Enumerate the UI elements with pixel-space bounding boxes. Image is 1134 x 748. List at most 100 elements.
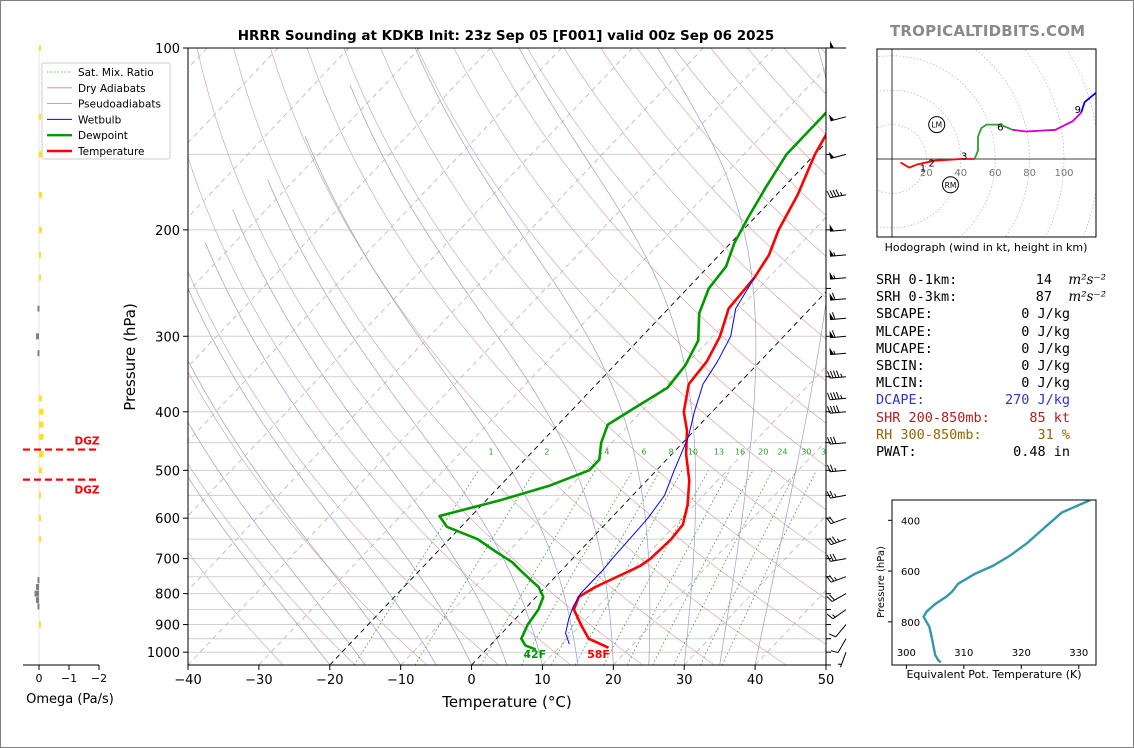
- omega-panel: Omega (Pa/s) 0 −1 −2 DGZ DGZ: [23, 45, 114, 707]
- omega-xlabel: Omega (Pa/s): [26, 692, 114, 707]
- mixing-ratio-label: 4: [604, 447, 609, 456]
- pseudoadiabat-line: [349, 84, 614, 665]
- wind-barb: [828, 624, 847, 638]
- barb-staff: [830, 576, 847, 583]
- skewt-panel: 1 2 4 6 8 10 13 16 20 24 30 36 −40 −30 −20 −10 0 10 20 30 4…: [121, 41, 847, 711]
- mixing-ratio-line: [721, 470, 817, 665]
- barb-half: [833, 275, 836, 279]
- wind-barb: [826, 405, 847, 414]
- barb-staff: [837, 638, 847, 653]
- dry-adiabat-line: [233, 48, 715, 665]
- wind-barb: [826, 574, 847, 583]
- pseudoadiabat-line: [188, 287, 437, 665]
- parameter-row: RH 300-850mb: 31 %: [876, 427, 1106, 444]
- hodograph-segment: [973, 123, 1013, 160]
- parameter-value: 0 J/kg: [1021, 357, 1070, 374]
- barb-staff: [830, 517, 847, 525]
- parameter-value: 270 J/kg: [1004, 392, 1070, 409]
- hodograph-height-label: 6: [997, 122, 1003, 133]
- barb-flag: [829, 330, 834, 338]
- barb-full: [832, 189, 837, 197]
- mixing-ratio-line: [521, 470, 634, 665]
- barb-half: [834, 467, 837, 472]
- y-tick-label: 500: [155, 464, 180, 479]
- mixing-ratio-label: 13: [714, 447, 724, 456]
- mixing-ratio-label: 1: [488, 447, 493, 456]
- barb-full: [826, 190, 831, 198]
- wind-barb: [826, 516, 847, 525]
- parameter-row: SRH 0-3km: 87 m²s⁻²: [876, 289, 1106, 306]
- parameter-row: DCAPE: 270 J/kg: [876, 392, 1106, 409]
- barb-full: [831, 330, 836, 338]
- barb-full: [826, 613, 834, 620]
- x-tick-label: 20: [605, 673, 622, 688]
- omega-bar: [39, 45, 41, 51]
- barb-flag: [830, 41, 834, 48]
- storm-motion-marker: [941, 176, 959, 194]
- wind-barb: [829, 292, 847, 301]
- parameter-value: 14 m²s⁻²: [1036, 272, 1106, 289]
- parameter-row: MLCAPE: 0 J/kg: [876, 324, 1106, 341]
- isotherm-line: [188, 48, 491, 368]
- wind-barb: [826, 436, 847, 445]
- parameter-label: MLCIN:: [876, 375, 925, 392]
- wind-barb: [828, 114, 847, 122]
- parameter-value: 87 m²s⁻²: [1036, 289, 1106, 306]
- dry-adiabat-line: [380, 48, 826, 555]
- barb-flag: [829, 312, 834, 320]
- parameter-label: MUCAPE:: [876, 340, 933, 357]
- legend-label: Wetbulb: [78, 114, 122, 126]
- legend-label: Dry Adiabats: [78, 83, 146, 95]
- hodograph-height-label: 9: [1075, 105, 1081, 116]
- series-wetbulb: [565, 277, 755, 645]
- isotherm-minus20-line: [329, 142, 826, 665]
- thetae-x-tick-label: 320: [1012, 648, 1031, 659]
- mixing-ratio-label: 30: [801, 447, 811, 456]
- barb-staff: [835, 624, 847, 638]
- mixing-ratio-line: [353, 470, 479, 665]
- barb-full: [829, 436, 834, 445]
- dry-adiabat-line: [188, 271, 500, 665]
- mixing-ratio-line: [480, 470, 596, 665]
- parameter-unit: m²s⁻²: [1068, 289, 1106, 306]
- site-brand: TROPICALTIDBITS.COM: [890, 22, 1086, 40]
- y-tick-label: 600: [155, 512, 180, 527]
- hodograph-ring-label: 40: [954, 168, 967, 179]
- barb-full: [826, 554, 831, 562]
- dry-adiabat-line: [188, 371, 428, 665]
- wind-barb: [829, 347, 847, 356]
- x-tick-label: 50: [818, 673, 835, 688]
- parameter-value: 0.48 in: [1013, 443, 1070, 460]
- wind-barb: [826, 593, 847, 603]
- pseudoadiabat-line: [204, 242, 472, 665]
- barb-full: [829, 554, 834, 562]
- barb-staff: [830, 254, 847, 257]
- omega-bar: [39, 408, 44, 415]
- omega-bar: [36, 584, 39, 590]
- y-tick-label: 900: [155, 619, 180, 634]
- mixing-ratio-label: 6: [641, 447, 646, 456]
- pseudoadiabat-line: [754, 48, 826, 665]
- barb-full: [835, 189, 840, 197]
- omega-bar: [39, 515, 41, 522]
- thetae-line: [922, 500, 1091, 664]
- barb-full: [829, 594, 836, 601]
- legend-label: Dewpoint: [78, 130, 128, 142]
- omega-bar: [37, 603, 40, 610]
- mixing-ratio-line: [652, 470, 754, 665]
- chart-title: HRRR Sounding at KDKB Init: 23z Sep 05 […: [238, 28, 775, 44]
- mixing-ratio-label: 2: [544, 447, 549, 456]
- barb-staff: [831, 593, 847, 603]
- barb-half: [840, 373, 843, 378]
- omega-bar: [39, 451, 44, 458]
- barb-full: [832, 405, 837, 413]
- wind-barb: [826, 553, 847, 562]
- wind-barb: [830, 41, 846, 49]
- mixing-ratio-line: [414, 470, 536, 665]
- mixing-ratio-line: [673, 470, 773, 665]
- barb-full: [829, 464, 834, 472]
- parameter-value: 31 %: [1037, 426, 1070, 443]
- wind-barb: [829, 224, 847, 232]
- dry-adiabat-line: [343, 48, 826, 600]
- skewt-xlabel: Temperature (°C): [441, 693, 571, 711]
